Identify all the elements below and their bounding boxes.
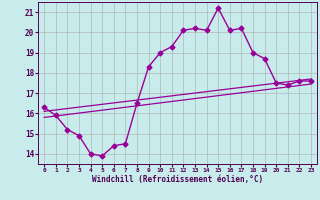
X-axis label: Windchill (Refroidissement éolien,°C): Windchill (Refroidissement éolien,°C) — [92, 175, 263, 184]
